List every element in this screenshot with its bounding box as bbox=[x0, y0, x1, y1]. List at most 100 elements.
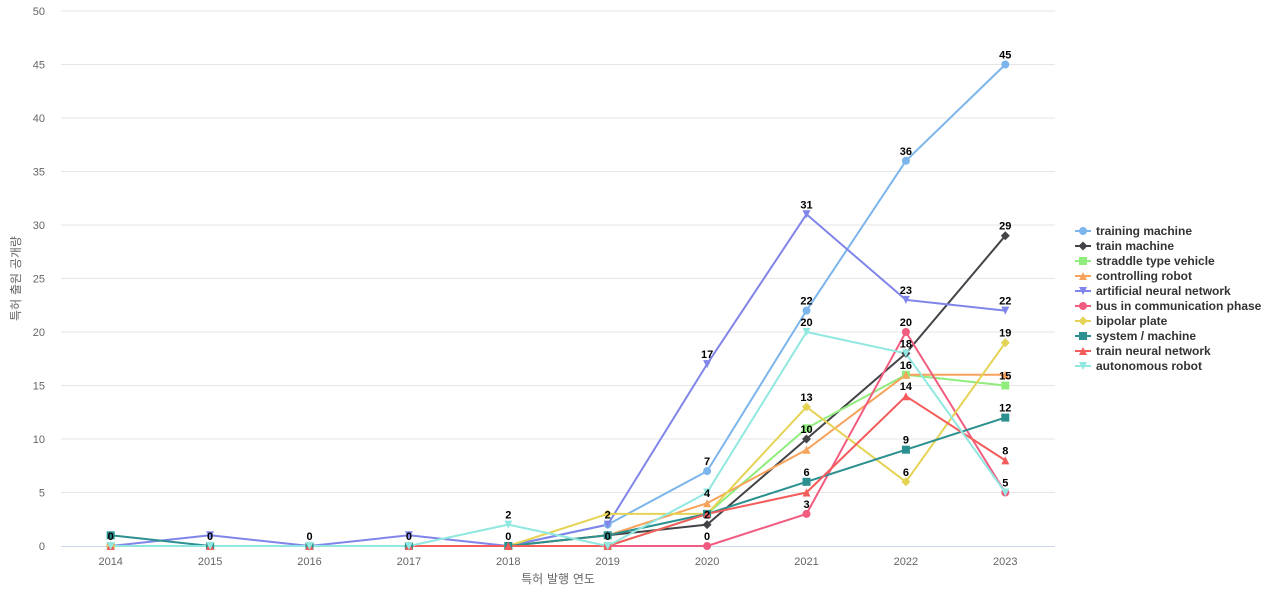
legend-symbol-straddle-type-vehicle bbox=[1079, 257, 1087, 265]
series-line-bipolar-plate bbox=[109, 341, 1007, 547]
legend-item-bus-in-communication-phase[interactable]: bus in communication phase bbox=[1075, 299, 1262, 313]
x-tick-label: 2016 bbox=[297, 556, 321, 568]
legend-item-train-machine[interactable]: train machine bbox=[1075, 239, 1174, 253]
legend-label: training machine bbox=[1096, 224, 1192, 238]
legend-label: autonomous robot bbox=[1096, 359, 1202, 373]
x-axis-ticks: 2014 2015 2016 2017 2018 2019 2020 2021 2022 2023 bbox=[98, 556, 1017, 568]
point-system-machine bbox=[1001, 413, 1010, 422]
legend-item-train-neural-network[interactable]: train neural network bbox=[1075, 344, 1211, 358]
legend-symbol-training-machine bbox=[1079, 227, 1087, 235]
point-autonomous-robot bbox=[106, 542, 115, 550]
data-label: 6 bbox=[803, 467, 809, 479]
y-tick-label: 40 bbox=[33, 113, 45, 125]
data-label: 10 bbox=[800, 424, 812, 436]
x-tick-label: 2021 bbox=[794, 556, 818, 568]
y-tick-label: 0 bbox=[39, 541, 45, 553]
point-autonomous-robot bbox=[703, 488, 712, 497]
legend-symbol-autonomous-robot bbox=[1079, 362, 1087, 370]
point-straddle-type-vehicle bbox=[802, 424, 811, 433]
legend-item-system-machine[interactable]: system / machine bbox=[1075, 329, 1196, 343]
point-controlling-robot bbox=[901, 370, 910, 379]
data-label: 22 bbox=[800, 296, 812, 308]
point-autonomous-robot bbox=[603, 542, 612, 550]
legend-label: train machine bbox=[1096, 239, 1174, 253]
data-label: 0 bbox=[505, 531, 511, 543]
x-tick-label: 2015 bbox=[198, 556, 222, 568]
point-autonomous-robot bbox=[901, 349, 910, 358]
point-autonomous-robot bbox=[504, 520, 513, 529]
series-line-autonomous-robot bbox=[109, 331, 1007, 547]
data-label: 8 bbox=[1002, 445, 1008, 457]
data-label: 0 bbox=[207, 531, 213, 543]
data-label: 31 bbox=[800, 199, 812, 211]
legend-item-bipolar-plate[interactable]: bipolar plate bbox=[1075, 314, 1168, 328]
legend-symbol-train-machine bbox=[1078, 241, 1088, 251]
y-tick-label: 20 bbox=[33, 327, 45, 339]
data-label: 9 bbox=[903, 435, 909, 447]
x-tick-label: 2017 bbox=[397, 556, 421, 568]
point-system-machine bbox=[603, 531, 612, 540]
legend-label: controlling robot bbox=[1096, 269, 1192, 283]
legend-label: bus in communication phase bbox=[1096, 299, 1262, 313]
legend-symbol-artificial-neural-network bbox=[1079, 287, 1087, 295]
data-label: 6 bbox=[903, 467, 909, 479]
data-label: 0 bbox=[108, 531, 114, 543]
x-tick-label: 2022 bbox=[894, 556, 918, 568]
point-autonomous-robot bbox=[1001, 488, 1010, 497]
x-axis-title: 특허 발행 연도 bbox=[521, 571, 595, 586]
data-label: 36 bbox=[900, 146, 912, 158]
data-label: 0 bbox=[406, 531, 412, 543]
series-line-artificial-neural-network bbox=[109, 213, 1007, 547]
legend-symbol-system-machine bbox=[1079, 332, 1087, 340]
data-label: 0 bbox=[605, 531, 611, 543]
data-label: 45 bbox=[999, 50, 1011, 62]
y-tick-label: 35 bbox=[33, 167, 45, 179]
point-train-machine bbox=[702, 520, 712, 530]
legend-item-artificial-neural-network[interactable]: artificial neural network bbox=[1075, 284, 1231, 298]
data-label: 20 bbox=[900, 317, 912, 329]
y-tick-label: 50 bbox=[33, 6, 45, 18]
point-autonomous-robot bbox=[802, 328, 811, 336]
point-autonomous-robot bbox=[305, 542, 314, 550]
point-training-machine bbox=[901, 156, 910, 165]
point-controlling-robot bbox=[1001, 370, 1010, 379]
point-bipolar-plate bbox=[802, 402, 811, 412]
legend-item-controlling-robot[interactable]: controlling robot bbox=[1075, 269, 1192, 283]
legend-label: straddle type vehicle bbox=[1096, 254, 1215, 268]
point-train-neural-network bbox=[504, 542, 513, 550]
x-tick-label: 2014 bbox=[98, 556, 122, 568]
series-markers bbox=[106, 60, 1010, 551]
legend-label: system / machine bbox=[1096, 329, 1196, 343]
data-label: 5 bbox=[1002, 478, 1008, 490]
x-tick-label: 2018 bbox=[496, 556, 520, 568]
y-axis-title: 특허 출원 공개량 bbox=[9, 236, 23, 321]
point-train-neural-network bbox=[1001, 456, 1010, 465]
series-line-train-machine bbox=[109, 234, 1007, 547]
point-bipolar-plate bbox=[1000, 338, 1010, 348]
point-train-machine bbox=[1000, 231, 1010, 241]
data-label: 17 bbox=[701, 349, 713, 361]
y-tick-label: 25 bbox=[33, 274, 45, 286]
y-tick-label: 45 bbox=[33, 60, 45, 72]
legend-item-autonomous-robot[interactable]: autonomous robot bbox=[1075, 359, 1202, 373]
data-label: 12 bbox=[999, 403, 1011, 415]
data-label: 3 bbox=[803, 499, 809, 511]
point-train-machine bbox=[802, 434, 811, 444]
data-label: 16 bbox=[900, 360, 912, 372]
legend-item-straddle-type-vehicle[interactable]: straddle type vehicle bbox=[1075, 254, 1215, 268]
point-bipolar-plate bbox=[603, 509, 613, 519]
data-label: 18 bbox=[900, 338, 912, 350]
point-system-machine bbox=[802, 477, 811, 486]
data-label: 2 bbox=[505, 510, 511, 522]
point-train-neural-network bbox=[703, 509, 712, 518]
data-label: 14 bbox=[900, 381, 913, 393]
legend-label: train neural network bbox=[1096, 344, 1211, 358]
point-system-machine bbox=[106, 531, 115, 540]
point-artificial-neural-network bbox=[802, 210, 811, 219]
legend-item-training-machine[interactable]: training machine bbox=[1075, 224, 1192, 238]
data-label: 23 bbox=[900, 285, 912, 297]
data-label: 20 bbox=[800, 317, 812, 329]
x-tick-label: 2019 bbox=[595, 556, 619, 568]
point-controlling-robot bbox=[703, 499, 712, 508]
